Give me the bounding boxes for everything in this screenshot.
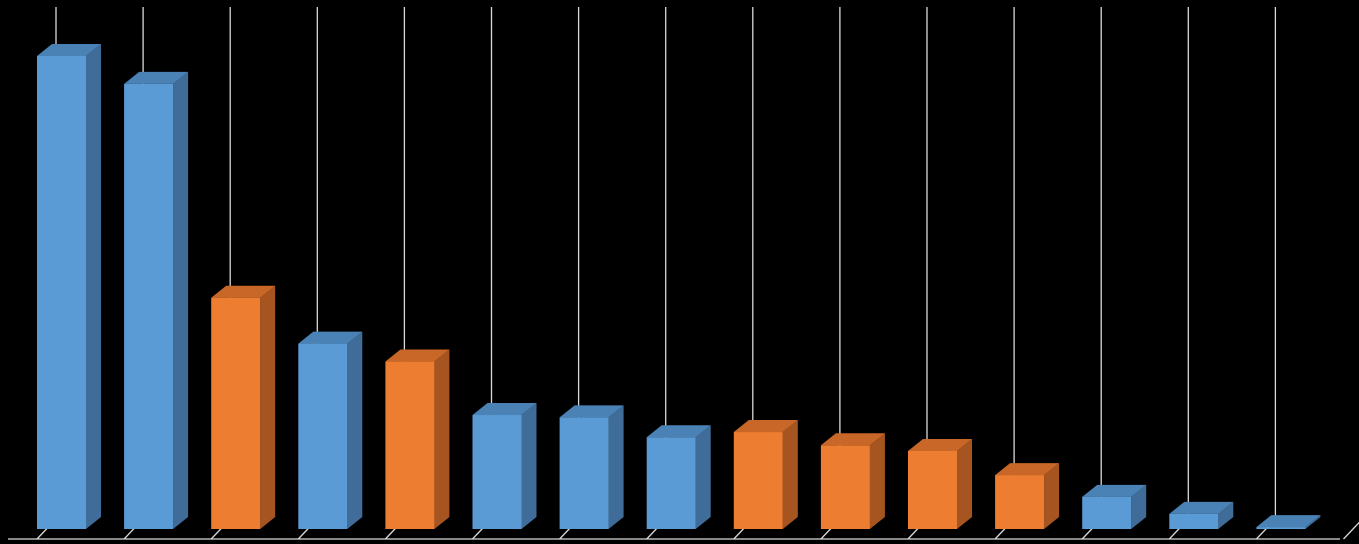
bar-top — [1256, 515, 1321, 528]
bar-front — [733, 432, 783, 529]
bar-front — [124, 83, 174, 530]
bar-top — [37, 44, 101, 56]
bar — [1082, 484, 1147, 529]
floor-tick — [1343, 521, 1359, 540]
bar-front — [298, 343, 348, 529]
bar-side — [434, 349, 450, 529]
bar — [559, 405, 624, 529]
bar-front — [908, 450, 957, 529]
bar-side — [173, 71, 189, 530]
bars — [37, 44, 1321, 530]
bar-side — [869, 433, 885, 529]
bar — [472, 403, 537, 529]
bar-side — [1305, 515, 1321, 529]
bar — [1256, 515, 1321, 529]
bar — [908, 438, 972, 529]
bar-side — [957, 438, 972, 529]
bar-side — [260, 285, 276, 529]
bar-front — [820, 445, 870, 529]
bar-front — [1169, 513, 1219, 529]
bar — [124, 71, 189, 530]
bar-front — [646, 437, 696, 529]
bar-top — [908, 438, 972, 451]
bar-side — [782, 420, 798, 529]
bar-top — [211, 285, 276, 298]
bar-side — [521, 403, 537, 529]
bar-front — [472, 415, 522, 529]
bar — [385, 349, 450, 529]
bar-top — [995, 463, 1060, 476]
bar-top — [385, 349, 450, 362]
bar-top — [733, 420, 798, 433]
bar-side — [1131, 484, 1147, 529]
bar-side — [1044, 463, 1060, 529]
bar-side — [608, 405, 624, 529]
bar-top — [298, 331, 363, 344]
bar-top — [1082, 484, 1147, 497]
bar-front — [211, 297, 261, 529]
bar — [733, 420, 798, 529]
bar — [646, 425, 711, 529]
bar-top — [559, 405, 624, 418]
bar-side — [347, 331, 363, 529]
bar — [211, 285, 276, 529]
bar-side — [86, 44, 101, 529]
bar-front — [1256, 527, 1306, 529]
bar-side — [695, 425, 711, 529]
bar-front — [995, 475, 1045, 529]
bar-top — [1169, 501, 1234, 514]
bar — [995, 463, 1060, 529]
bar-top — [820, 433, 885, 446]
bar-side — [1218, 501, 1234, 529]
bar-top — [124, 71, 189, 84]
bar-top — [646, 425, 711, 438]
bar-front — [1082, 496, 1132, 529]
bar-front — [37, 56, 86, 529]
bar-front — [385, 361, 435, 529]
bar-top — [472, 403, 537, 416]
bar — [1169, 501, 1234, 529]
bar — [37, 44, 101, 529]
bar — [298, 331, 363, 529]
bar — [820, 433, 885, 529]
bar-front — [559, 417, 609, 529]
